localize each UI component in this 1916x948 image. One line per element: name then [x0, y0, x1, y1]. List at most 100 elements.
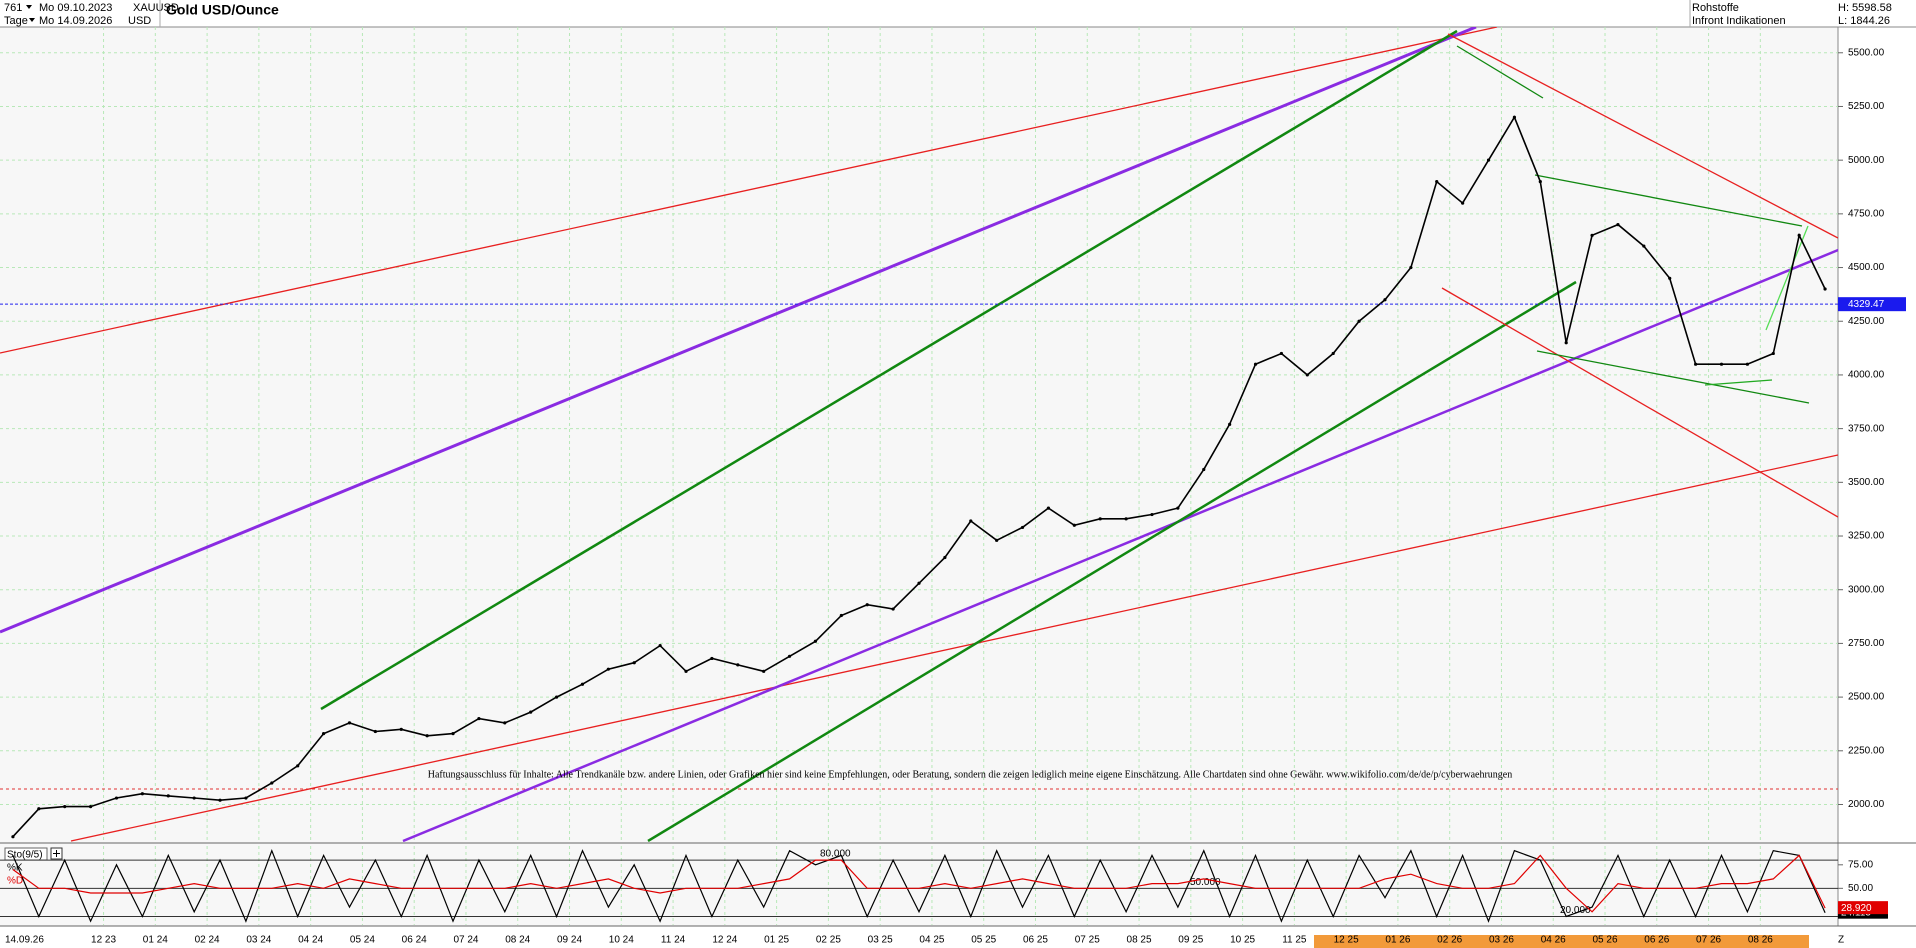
price-point [865, 603, 869, 607]
y-tick-label: 5500.00 [1848, 47, 1885, 58]
price-point [244, 796, 248, 800]
price-point [451, 732, 455, 736]
price-point [554, 695, 559, 699]
price-point [1383, 298, 1387, 302]
from-date: Mo 09.10.2023 [39, 2, 112, 14]
x-tick-label: 09 25 [1178, 935, 1203, 946]
trend-line [402, 248, 1838, 842]
trend-line [647, 280, 1577, 842]
y-tick-label: 3250.00 [1848, 531, 1885, 542]
price-point [399, 727, 403, 731]
price-point [1331, 351, 1335, 356]
x-tick-label: 10 25 [1230, 935, 1255, 946]
zoom-label[interactable]: Z [1838, 935, 1844, 946]
price-point [1512, 115, 1517, 119]
dropdown-icon[interactable] [26, 5, 32, 9]
price-point [658, 643, 662, 648]
price-point [1253, 362, 1258, 366]
trend-line [0, 27, 1477, 634]
price-point [425, 734, 429, 738]
plot-bg [0, 27, 1838, 926]
x-tick-label: 01 24 [143, 935, 168, 946]
price-point [813, 639, 818, 643]
y-tick-label: 75.00 [1848, 859, 1873, 870]
price-point [580, 682, 585, 686]
last-value-label: 28.920 [1841, 903, 1872, 914]
price-point [787, 654, 792, 658]
x-tick-label: 05 24 [350, 935, 375, 946]
price-point [1357, 319, 1361, 323]
y-tick-label: 3500.00 [1848, 477, 1885, 488]
price-point [1590, 233, 1594, 237]
time-band [1314, 935, 1809, 948]
price-point [63, 805, 67, 809]
price-point [1409, 265, 1413, 270]
x-tick-label: 09 24 [557, 935, 582, 946]
level-label: 20.000 [1560, 905, 1591, 916]
price-point [1694, 362, 1698, 366]
trend-line [1534, 174, 1803, 227]
price-point [969, 519, 973, 523]
price-point [1020, 525, 1025, 530]
legend-k: %K [7, 863, 23, 874]
price-point [891, 607, 895, 611]
x-tick-label: 03 24 [246, 935, 271, 946]
x-tick-label: 01 26 [1385, 935, 1410, 946]
x-tick-label: 04 24 [298, 935, 323, 946]
price-point [114, 796, 119, 800]
price-point [1072, 523, 1076, 527]
y-tick-label: 50.00 [1848, 883, 1873, 894]
price-point [1305, 373, 1309, 377]
price-point [296, 764, 300, 768]
price-point [1616, 222, 1620, 227]
price-point [995, 538, 999, 542]
y-tick-label: 2250.00 [1848, 745, 1885, 756]
period: 761 [4, 2, 22, 14]
y-tick-label: 4500.00 [1848, 262, 1885, 273]
header: 761 Mo 09.10.2023 XAUUSD Tage Mo 14.09.2… [4, 0, 1892, 27]
data-line [12, 849, 1826, 923]
x-tick-label: 12 24 [712, 935, 737, 946]
price-point [37, 807, 41, 811]
low: L: 1844.26 [1838, 15, 1890, 27]
price-point [166, 794, 170, 798]
x-tick-label: 03 26 [1489, 935, 1514, 946]
price-point [347, 721, 352, 725]
level-label: 80.000 [820, 849, 851, 860]
price-point [1642, 244, 1646, 248]
y-tick-label: 2750.00 [1848, 638, 1885, 649]
x-tick-label: 03 25 [868, 935, 893, 946]
y-tick-label: 2500.00 [1848, 692, 1885, 703]
price-point [270, 781, 274, 785]
price-point [839, 613, 843, 618]
dropdown-icon[interactable] [29, 18, 35, 22]
price-point [1668, 276, 1672, 280]
price-point [1176, 506, 1180, 510]
price-point [1461, 201, 1465, 205]
price-point [1279, 351, 1284, 356]
price-point [1719, 362, 1724, 366]
level-label: 50.000 [1190, 877, 1221, 888]
price-point [917, 581, 921, 585]
x-tick-label: 07 26 [1696, 935, 1721, 946]
trend-line [320, 29, 1458, 711]
price-point [632, 661, 636, 665]
y-tick-label: 3750.00 [1848, 423, 1885, 434]
y-tick-label: 5250.00 [1848, 101, 1885, 112]
data-line [12, 854, 1826, 913]
price-point [1564, 341, 1568, 345]
price-point [1745, 362, 1749, 366]
price-point [1228, 422, 1232, 426]
x-tick-label: 08 24 [505, 935, 530, 946]
trend-line [1765, 225, 1809, 331]
x-tick-label: 04 26 [1541, 935, 1566, 946]
y-tick-label: 4750.00 [1848, 208, 1885, 219]
trend-line [1456, 45, 1544, 99]
price-point [606, 667, 610, 671]
x-tick-label: 07 25 [1075, 935, 1100, 946]
price-point [762, 669, 766, 673]
category: Rohstoffe [1692, 2, 1739, 14]
x-tick-label: 05 26 [1592, 935, 1617, 946]
x-tick-label: 11 25 [1282, 935, 1307, 946]
x-tick-label: 06 26 [1644, 935, 1669, 946]
